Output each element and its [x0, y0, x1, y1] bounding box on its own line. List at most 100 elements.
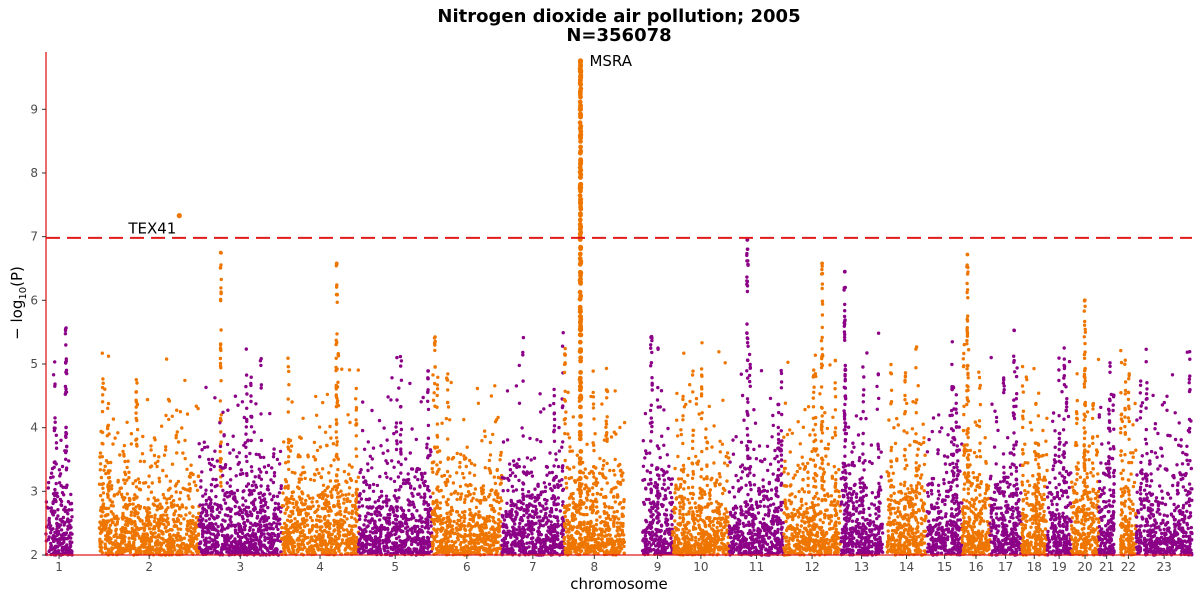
snp-point: [496, 475, 501, 480]
peak-point: [335, 401, 339, 405]
snp-point: [134, 549, 138, 553]
snp-point: [557, 545, 561, 549]
snp-point: [410, 427, 414, 431]
snp-point: [110, 546, 114, 550]
snp-point: [287, 455, 291, 459]
snp-point: [152, 496, 156, 500]
snp-point: [325, 392, 330, 397]
snp-point: [545, 506, 549, 510]
snp-point: [411, 516, 415, 520]
snp-point: [114, 532, 118, 536]
snp-point: [287, 369, 291, 374]
snp-point: [335, 519, 339, 523]
snp-point: [100, 498, 105, 502]
snp-point: [426, 423, 431, 428]
snp-point: [248, 525, 252, 530]
snp-point: [563, 431, 567, 436]
snp-point: [114, 539, 118, 543]
snp-point: [423, 526, 427, 530]
snp-point: [348, 477, 353, 481]
snp-point: [204, 542, 208, 546]
snp-point: [398, 421, 403, 425]
snp-point: [200, 448, 204, 452]
snp-point: [210, 457, 215, 461]
snp-point: [615, 529, 619, 533]
snp-point: [529, 458, 533, 462]
snp-point: [267, 551, 272, 555]
snp-point: [139, 519, 143, 523]
snp-point: [108, 523, 113, 527]
snp-point: [98, 462, 103, 466]
snp-point: [251, 545, 256, 549]
snp-point: [518, 521, 522, 526]
snp-point: [386, 395, 390, 399]
snp-point: [234, 531, 238, 535]
snp-point: [260, 550, 264, 554]
snp-point: [53, 493, 57, 498]
peak-point: [219, 328, 223, 332]
snp-point: [316, 547, 320, 551]
snp-point: [111, 417, 116, 421]
snp-point: [342, 520, 347, 524]
snp-point: [337, 549, 341, 553]
snp-point: [220, 525, 224, 529]
snp-point: [318, 528, 322, 532]
snp-point: [64, 357, 69, 361]
snp-point: [272, 508, 277, 512]
snp-point: [345, 480, 349, 484]
snp-point: [197, 511, 201, 515]
snp-point: [291, 490, 295, 494]
snp-point: [427, 551, 431, 555]
snp-point: [451, 455, 456, 460]
snp-point: [622, 533, 626, 537]
snp-point: [213, 449, 217, 453]
snp-point: [416, 477, 420, 482]
snp-point: [242, 521, 246, 526]
snp-point: [287, 383, 291, 387]
snp-point: [111, 442, 115, 446]
snp-point: [105, 426, 110, 431]
snp-point: [439, 539, 443, 544]
snp-point: [287, 536, 291, 541]
snp-point: [99, 514, 103, 518]
snp-point: [183, 456, 187, 461]
snp-point: [125, 519, 130, 523]
snp-point: [180, 550, 184, 554]
snp-point: [492, 531, 497, 535]
snp-point: [170, 462, 175, 466]
snp-point: [525, 470, 529, 474]
snp-point: [461, 471, 465, 476]
snp-point: [207, 522, 212, 526]
snp-point: [536, 482, 540, 486]
snp-point: [235, 544, 239, 549]
snp-point: [399, 506, 403, 510]
snp-point: [105, 535, 110, 539]
snp-point: [153, 461, 158, 465]
snp-point: [488, 453, 493, 457]
snp-point: [60, 464, 65, 469]
peak-point: [334, 430, 338, 434]
peak-point: [335, 443, 339, 447]
snp-point: [419, 471, 424, 476]
snp-point: [368, 530, 373, 534]
snp-point: [122, 478, 126, 482]
peak-point: [219, 469, 223, 473]
snp-point: [129, 510, 134, 514]
snp-point: [70, 508, 74, 512]
snp-point: [389, 398, 393, 402]
snp-point: [416, 542, 421, 546]
snp-point: [109, 510, 114, 514]
snp-point: [361, 475, 366, 479]
snp-point: [394, 430, 399, 434]
snp-point: [279, 510, 283, 514]
snp-point: [448, 534, 452, 538]
snp-point: [106, 354, 111, 358]
snp-point: [488, 519, 492, 523]
snp-point: [335, 479, 340, 483]
snp-point: [298, 510, 302, 515]
snp-point: [204, 385, 208, 390]
snp-point: [239, 468, 243, 472]
snp-point: [354, 512, 359, 516]
snp-point: [291, 525, 296, 529]
snp-point: [609, 435, 614, 439]
